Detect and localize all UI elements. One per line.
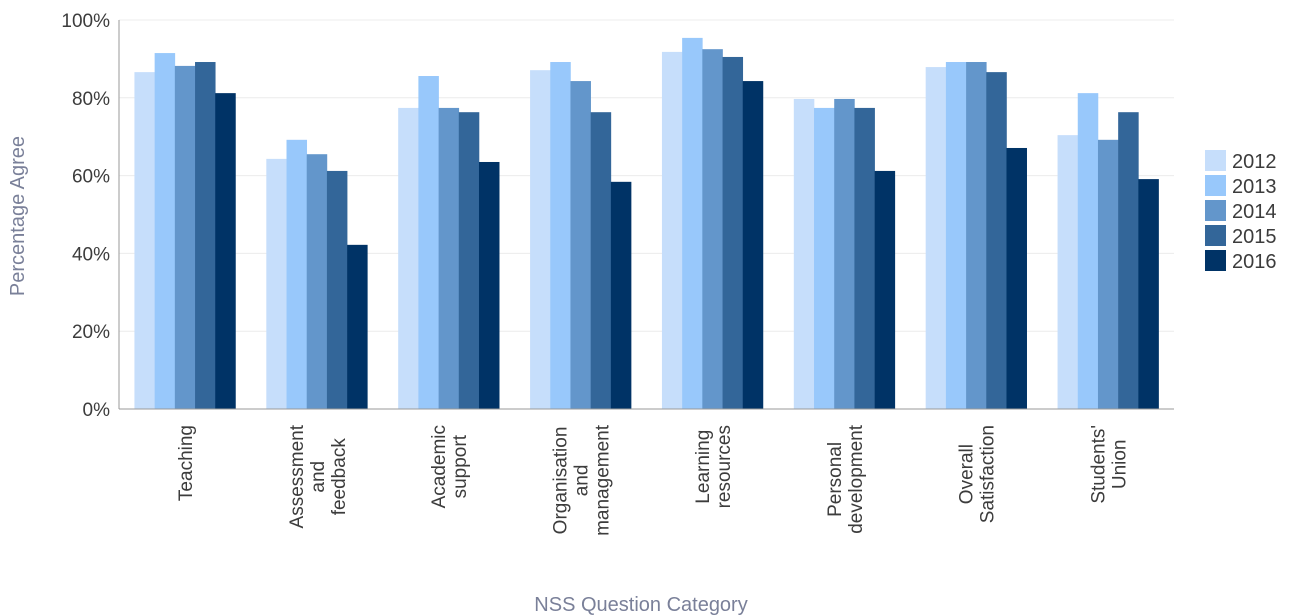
y-tick-label: 80%	[72, 89, 110, 110]
bar-group	[530, 62, 632, 410]
bar-2015	[195, 62, 216, 410]
bar-2013	[286, 139, 308, 409]
legend-item-2016: 2016	[1205, 250, 1277, 273]
bar-2016	[874, 170, 896, 409]
bar-2015	[590, 112, 612, 410]
y-tick-label: 20%	[72, 322, 110, 343]
bar-2014	[834, 98, 855, 409]
bar-2012	[1057, 135, 1079, 410]
x-category-label: Teaching	[176, 425, 197, 501]
bar-2012	[530, 70, 551, 409]
bars	[134, 37, 1159, 410]
bar-2016	[215, 93, 236, 409]
legend-label: 2013	[1232, 176, 1277, 198]
x-category-label: Personaldevelopment	[825, 424, 867, 534]
legend-item-2012: 2012	[1205, 150, 1277, 173]
bar-2015	[326, 170, 348, 409]
bar-2016	[1006, 147, 1027, 409]
legend-item-2013: 2013	[1205, 175, 1277, 198]
y-tick-label: 60%	[72, 167, 110, 188]
bar-2012	[661, 51, 683, 409]
bar-group	[266, 139, 368, 409]
bar-group	[661, 37, 764, 410]
bar-2015	[1118, 112, 1139, 410]
legend-item-2015: 2015	[1205, 225, 1277, 248]
bar-group	[925, 62, 1027, 410]
x-axis-category-labels: Teaching Assessmentandfeedback Academicsup…	[176, 424, 1131, 536]
legend-swatch	[1205, 225, 1226, 246]
bar-2013	[1077, 93, 1099, 409]
legend-swatch	[1205, 175, 1226, 196]
bar-2013	[418, 76, 439, 410]
bar-2016	[478, 161, 500, 409]
x-category-label: Assessmentandfeedback	[287, 424, 350, 528]
legend-label: 2012	[1232, 151, 1277, 173]
legend-swatch	[1205, 150, 1226, 171]
bar-2013	[550, 62, 571, 410]
bar-2012	[134, 72, 155, 409]
y-tick-label: 100%	[61, 11, 110, 32]
x-category-label: OverallSatisfaction	[957, 425, 999, 523]
bar-2014	[1097, 139, 1119, 409]
bar-2014	[570, 81, 591, 409]
bar-2014	[438, 107, 460, 409]
bar-2014	[702, 49, 723, 410]
bar-2015	[854, 107, 875, 409]
x-category-label: Students'Union	[1089, 425, 1131, 504]
legend: 2012 2013 2014 2015 2016	[1205, 150, 1277, 273]
y-tick-label: 0%	[83, 400, 111, 421]
bar-2014	[306, 154, 328, 409]
bar-2013	[682, 37, 703, 409]
bar-2013	[945, 62, 967, 410]
legend-item-2014: 2014	[1205, 200, 1277, 223]
bar-2015	[986, 72, 1007, 409]
bar-2015	[722, 56, 744, 410]
bar-2013	[814, 107, 835, 409]
bar-group	[1057, 93, 1159, 410]
bar-2012	[398, 107, 419, 409]
bar-2016	[347, 244, 368, 409]
bar-2014	[174, 65, 196, 409]
bar-2015	[458, 112, 480, 410]
bar-group	[134, 53, 236, 410]
legend-label: 2015	[1232, 226, 1277, 248]
bar-2014	[966, 62, 987, 410]
x-category-label: Academicsupport	[429, 425, 471, 508]
y-axis-ticks: 0% 20% 40% 60% 80% 100%	[61, 11, 110, 421]
bar-2012	[266, 158, 287, 409]
x-category-label: Learningresources	[693, 425, 735, 508]
legend-swatch	[1205, 250, 1226, 271]
bar-group	[398, 76, 500, 410]
bar-2016	[742, 81, 764, 409]
bar-2016	[610, 181, 632, 409]
legend-label: 2016	[1232, 251, 1277, 273]
y-axis-title: Percentage Agree	[7, 136, 29, 296]
y-tick-label: 40%	[72, 244, 110, 265]
x-category-label: Organisationandmanagement	[551, 424, 614, 536]
legend-label: 2014	[1232, 201, 1277, 223]
bar-group	[793, 98, 896, 409]
bar-2013	[154, 53, 176, 409]
legend-swatch	[1205, 200, 1226, 221]
x-axis-title: NSS Question Category	[534, 594, 747, 616]
bar-2016	[1138, 179, 1159, 409]
bar-2012	[793, 98, 815, 409]
bar-2012	[925, 67, 947, 409]
